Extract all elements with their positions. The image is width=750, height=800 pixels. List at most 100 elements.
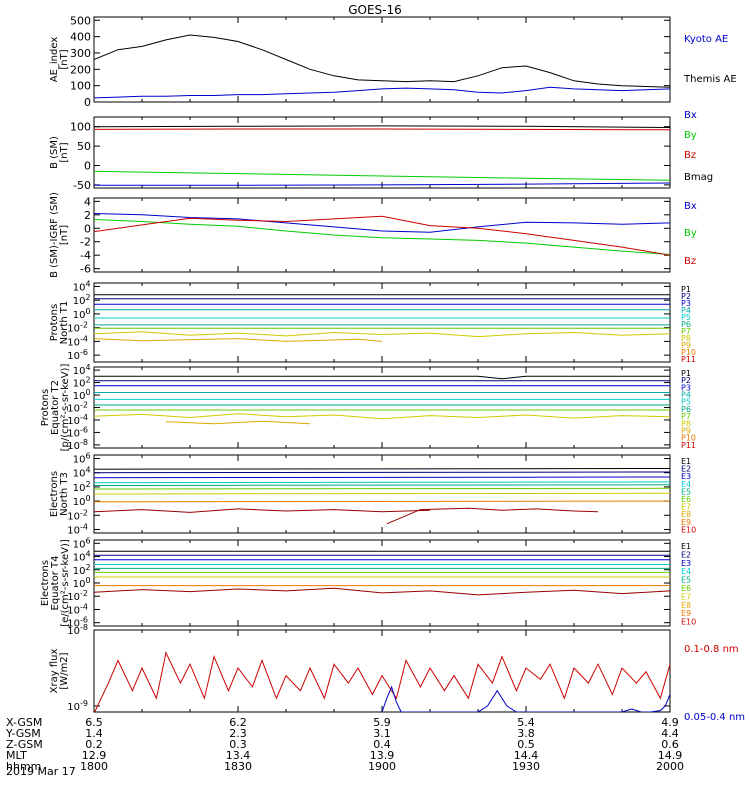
orbit-value: 0.4 bbox=[373, 738, 391, 751]
orbit-value: 2.3 bbox=[229, 727, 247, 740]
y-tick-label-exponent: -8 bbox=[80, 438, 88, 447]
y-tick-label-exponent: 4 bbox=[86, 466, 91, 475]
legend-entry: 0.1-0.8 nm bbox=[684, 644, 739, 655]
series-line-p1 bbox=[94, 375, 670, 380]
legend-entry: P10 bbox=[681, 434, 696, 443]
legend-entry: P4 bbox=[681, 391, 691, 400]
orbit-value: 1900 bbox=[368, 760, 396, 773]
y-axis-label: [nT] bbox=[59, 142, 70, 162]
orbit-value: 0.2 bbox=[85, 738, 103, 751]
legend-entry: P11 bbox=[681, 441, 696, 450]
orbit-value: 3.8 bbox=[517, 727, 535, 740]
y-axis-label: [p/(cm²-s-sr-keV)] bbox=[60, 364, 71, 452]
y-tick-label: 10 bbox=[67, 428, 80, 439]
panel-frame bbox=[93, 366, 671, 449]
orbit-row-label: X-GSM bbox=[6, 716, 42, 729]
legend-entry: P2 bbox=[681, 292, 691, 301]
y-tick-label: 10 bbox=[67, 619, 80, 630]
y-tick-label: 0 bbox=[84, 159, 91, 172]
y-tick-label: 10 bbox=[73, 579, 86, 590]
legend-entry: P4 bbox=[681, 306, 691, 315]
series-line-bmag bbox=[94, 125, 670, 128]
legend-entry: P6 bbox=[681, 405, 691, 414]
y-tick-label-exponent: 4 bbox=[86, 279, 91, 288]
y-tick-label-exponent: 2 bbox=[86, 293, 91, 302]
legend-entry: P3 bbox=[681, 383, 691, 392]
y-tick-label-exponent: -2 bbox=[80, 401, 88, 410]
legend-entry: E10 bbox=[681, 618, 696, 627]
y-axis-label: Electrons bbox=[40, 560, 51, 606]
y-tick-label: 10 bbox=[67, 404, 80, 415]
orbit-value: 1800 bbox=[80, 760, 108, 773]
series-line-by bbox=[94, 170, 670, 181]
legend-entry: By bbox=[684, 228, 697, 239]
y-axis-label: B (SM) bbox=[49, 136, 60, 169]
series-line-p8 bbox=[94, 331, 670, 338]
legend-entry: Kyoto AE bbox=[684, 34, 728, 45]
series-line-themis-ae bbox=[94, 34, 670, 88]
legend-entry: Bx bbox=[684, 201, 697, 212]
y-tick-label-exponent: -9 bbox=[80, 699, 88, 708]
panel-frame bbox=[93, 629, 671, 713]
series-line-by bbox=[94, 219, 670, 255]
legend-entry: Bz bbox=[684, 256, 696, 267]
y-tick-label-exponent: 4 bbox=[86, 363, 91, 372]
y-tick-label-exponent: 6 bbox=[86, 536, 91, 545]
legend-entry: E7 bbox=[681, 592, 691, 601]
y-tick-label-exponent: -2 bbox=[80, 508, 88, 517]
series-line-p9 bbox=[94, 338, 383, 342]
orbit-value: 6.5 bbox=[85, 716, 103, 729]
y-axis-label: Equator T4 bbox=[50, 556, 61, 611]
y-tick-label: 10 bbox=[67, 324, 80, 335]
legend-entry: 0.05-0.4 nm bbox=[684, 712, 745, 723]
legend-entry: E3 bbox=[681, 559, 691, 568]
series-line-e7 bbox=[94, 492, 670, 495]
series-line-bx bbox=[94, 182, 670, 186]
y-tick-label: 10 bbox=[73, 310, 86, 321]
y-axis-label: Xray flux bbox=[49, 649, 60, 694]
series-line-bx bbox=[94, 213, 670, 233]
y-tick-label-exponent: -2 bbox=[80, 321, 88, 330]
y-tick-label: 10 bbox=[73, 566, 86, 577]
y-tick-label: 400 bbox=[70, 31, 91, 44]
y-tick-label: 500 bbox=[70, 14, 91, 27]
date-label: 2019 Mar 17 bbox=[6, 765, 76, 778]
legend-entry: P8 bbox=[681, 334, 691, 343]
legend-entry: E4 bbox=[681, 567, 691, 576]
legend-entry: Themis AE bbox=[683, 74, 737, 85]
y-axis-label: [e/(cm²-s-sr-keV)] bbox=[60, 539, 71, 627]
legend-entry: E5 bbox=[681, 487, 691, 496]
y-tick-label: 10 bbox=[73, 455, 86, 466]
y-tick-label-exponent: -4 bbox=[80, 602, 88, 611]
figure-title: GOES-16 bbox=[348, 3, 402, 17]
legend-entry: E9 bbox=[681, 518, 691, 527]
legend-entry: Bx bbox=[684, 110, 697, 121]
series-line-0-05-0-4-nm bbox=[381, 685, 670, 712]
series-line-0-1-0-8-nm bbox=[94, 651, 670, 712]
orbit-row-label: hhmm bbox=[6, 760, 41, 773]
y-tick-label: 10 bbox=[67, 592, 80, 603]
y-tick-label: 300 bbox=[70, 47, 91, 60]
series-line-p9 bbox=[165, 420, 311, 425]
orbit-row-label: MLT bbox=[6, 749, 27, 762]
series-line-e2 bbox=[94, 471, 670, 474]
orbit-value: 5.9 bbox=[373, 716, 391, 729]
y-axis-label: Protons bbox=[49, 304, 60, 341]
panel-2: 100 50 0 -50 B (SM) [nT] Bx By Bz Bmag bbox=[49, 110, 713, 192]
y-tick-label: 10 bbox=[67, 511, 80, 522]
y-tick-label-exponent: -4 bbox=[80, 522, 88, 531]
y-tick-label: 100 bbox=[70, 80, 91, 93]
y-tick-label: -50 bbox=[73, 179, 91, 192]
legend-entry: P8 bbox=[681, 419, 691, 428]
y-axis-label: [W/m2] bbox=[59, 652, 70, 689]
series-line-e4 bbox=[94, 481, 670, 484]
y-tick-label: 10 bbox=[67, 626, 80, 637]
series-line-e6 bbox=[94, 487, 670, 490]
legend-entry: E2 bbox=[681, 550, 691, 559]
legend-entry: P7 bbox=[681, 327, 691, 336]
y-tick-label-exponent: 0 bbox=[86, 576, 91, 585]
